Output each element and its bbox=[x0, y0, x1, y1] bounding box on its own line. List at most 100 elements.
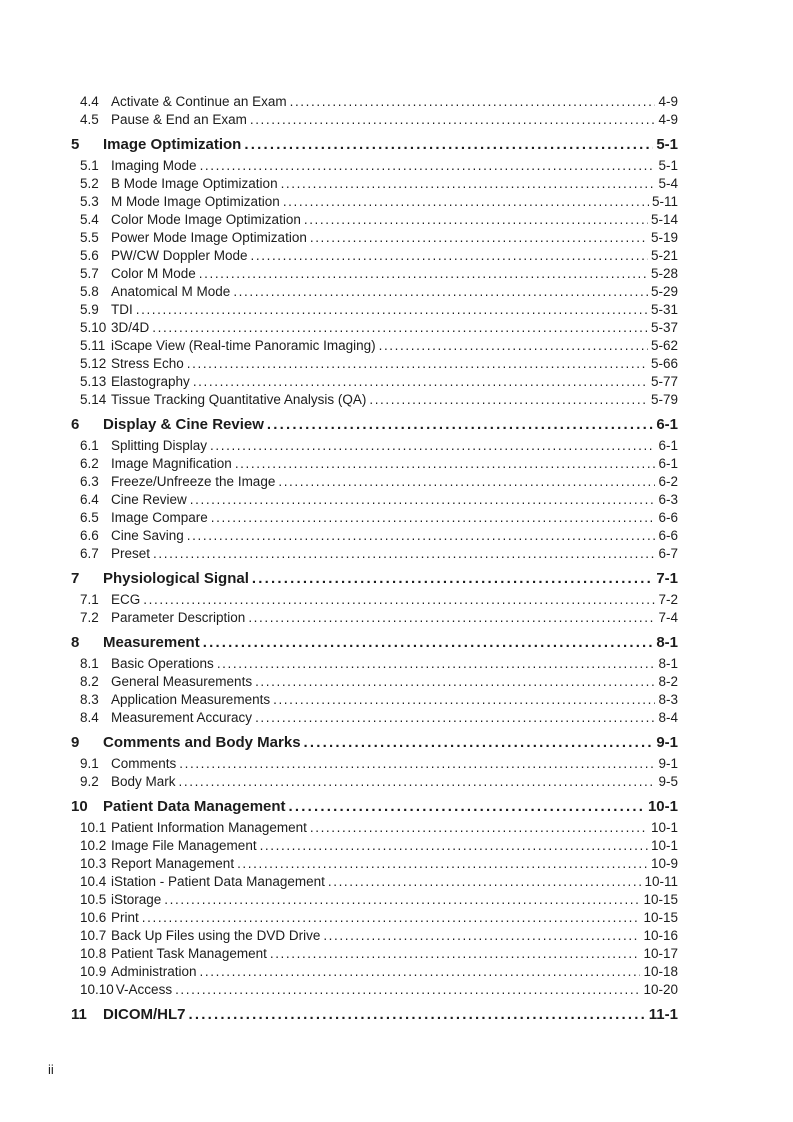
toc-sub-entry: 5.10 3D/4D 5-37 bbox=[71, 319, 678, 337]
toc-sub-entry: 5.6 PW/CW Doppler Mode 5-21 bbox=[71, 247, 678, 265]
entry-leader-dots bbox=[152, 319, 648, 337]
entry-title: iStation - Patient Data Management bbox=[111, 874, 325, 889]
toc-sub-entry: 6.5 Image Compare 6-6 bbox=[71, 509, 678, 527]
entry-title: Measurement Accuracy bbox=[111, 710, 253, 725]
toc-chapter-entry: 6 Display & Cine Review 6-1 bbox=[71, 415, 678, 435]
entry-leader-dots bbox=[255, 709, 655, 727]
entry-leader-dots bbox=[153, 545, 655, 563]
entry-page-number: 5-11 bbox=[651, 194, 678, 209]
entry-number: 7.1 bbox=[80, 592, 99, 607]
entry-leader-dots bbox=[255, 673, 655, 691]
entry-title: Image Compare bbox=[111, 510, 208, 525]
entry-number: 10.8 bbox=[80, 946, 107, 961]
entry-number: 6.6 bbox=[80, 528, 99, 543]
toc-sub-entry: 5.1 Imaging Mode 5-1 bbox=[71, 157, 678, 175]
entry-number: 10.6 bbox=[80, 910, 107, 925]
entry-title: Activate & Continue an Exam bbox=[111, 94, 287, 109]
toc-sub-entry: 8.1 Basic Operations 8-1 bbox=[71, 655, 678, 673]
entry-leader-dots bbox=[164, 891, 640, 909]
entry-page-number: 6-7 bbox=[658, 546, 678, 561]
entry-leader-dots bbox=[235, 455, 656, 473]
entry-title: Preset bbox=[111, 546, 151, 561]
entry-title: 3D/4D bbox=[111, 320, 150, 335]
entry-number: 5.12 bbox=[80, 356, 107, 371]
entry-title: DICOM/HL7 bbox=[103, 1006, 186, 1023]
entry-number: 4.5 bbox=[80, 112, 99, 127]
entry-page-number: 7-4 bbox=[658, 610, 678, 625]
toc-sub-entry: 10.3 Report Management 10-9 bbox=[71, 855, 678, 873]
toc-sub-entry: 7.1 ECG 7-2 bbox=[71, 591, 678, 609]
entry-number: 10.10 bbox=[80, 982, 114, 997]
entry-title: Anatomical M Mode bbox=[111, 284, 231, 299]
entry-page-number: 8-1 bbox=[656, 634, 678, 651]
entry-leader-dots bbox=[270, 945, 641, 963]
entry-number: 8 bbox=[71, 634, 80, 651]
entry-number: 8.4 bbox=[80, 710, 99, 725]
entry-number: 5.1 bbox=[80, 158, 99, 173]
entry-number: 5.5 bbox=[80, 230, 99, 245]
entry-number: 9.2 bbox=[80, 774, 99, 789]
entry-title: Application Measurements bbox=[111, 692, 271, 707]
entry-title: Display & Cine Review bbox=[103, 416, 264, 433]
entry-page-number: 4-9 bbox=[658, 112, 678, 127]
entry-leader-dots bbox=[237, 855, 648, 873]
entry-title: Measurement bbox=[103, 634, 200, 651]
entry-page-number: 4-9 bbox=[658, 94, 678, 109]
toc-sub-entry: 8.4 Measurement Accuracy 8-4 bbox=[71, 709, 678, 727]
entry-title: PW/CW Doppler Mode bbox=[111, 248, 248, 263]
toc-sub-entry: 6.7 Preset 6-7 bbox=[71, 545, 678, 563]
entry-page-number: 10-1 bbox=[650, 820, 678, 835]
entry-page-number: 8-2 bbox=[658, 674, 678, 689]
entry-number: 10.9 bbox=[80, 964, 107, 979]
entry-page-number: 6-1 bbox=[656, 416, 678, 433]
toc-chapter-entry: 11 DICOM/HL7 11-1 bbox=[71, 1005, 678, 1025]
entry-number: 8.2 bbox=[80, 674, 99, 689]
entry-leader-dots bbox=[199, 265, 648, 283]
entry-page-number: 11-1 bbox=[648, 1006, 678, 1023]
entry-page-number: 5-28 bbox=[650, 266, 678, 281]
toc-chapter-entry: 8 Measurement 8-1 bbox=[71, 633, 678, 653]
toc-sub-entry: 7.2 Parameter Description 7-4 bbox=[71, 609, 678, 627]
entry-number: 6 bbox=[71, 416, 80, 433]
entry-number: 4.4 bbox=[80, 94, 99, 109]
entry-page-number: 9-1 bbox=[656, 734, 678, 751]
toc-sub-entry: 10.9 Administration 10-18 bbox=[71, 963, 678, 981]
toc-sub-entry: 10.8 Patient Task Management 10-17 bbox=[71, 945, 678, 963]
entry-number: 5.3 bbox=[80, 194, 99, 209]
entry-leader-dots bbox=[328, 873, 642, 891]
entry-page-number: 5-77 bbox=[650, 374, 678, 389]
toc-chapter-entry: 9 Comments and Body Marks 9-1 bbox=[71, 733, 678, 753]
entry-page-number: 6-2 bbox=[658, 474, 678, 489]
entry-leader-dots bbox=[233, 283, 648, 301]
entry-leader-dots bbox=[250, 111, 656, 129]
entry-title: Pause & End an Exam bbox=[111, 112, 247, 127]
entry-leader-dots bbox=[248, 609, 655, 627]
entry-number: 6.7 bbox=[80, 546, 99, 561]
entry-title: Patient Data Management bbox=[103, 798, 286, 815]
entry-title: Comments and Body Marks bbox=[103, 734, 301, 751]
entry-page-number: 5-37 bbox=[650, 320, 678, 335]
entry-title: iScape View (Real-time Panoramic Imaging… bbox=[111, 338, 376, 353]
entry-leader-dots bbox=[283, 193, 649, 211]
toc-sub-entry: 5.8 Anatomical M Mode 5-29 bbox=[71, 283, 678, 301]
entry-title: Image File Management bbox=[111, 838, 257, 853]
toc-sub-entry: 9.2 Body Mark 9-5 bbox=[71, 773, 678, 791]
toc-sub-entry: 10.10V-Access 10-20 bbox=[71, 981, 678, 999]
entry-leader-dots bbox=[289, 797, 645, 817]
entry-title: Body Mark bbox=[111, 774, 176, 789]
entry-page-number: 5-4 bbox=[658, 176, 678, 191]
toc-sub-entry: 6.6 Cine Saving 6-6 bbox=[71, 527, 678, 545]
toc-sub-entry: 4.5 Pause & End an Exam 4-9 bbox=[71, 111, 678, 129]
entry-title: B Mode Image Optimization bbox=[111, 176, 278, 191]
entry-number: 6.4 bbox=[80, 492, 99, 507]
entry-title: Elastography bbox=[111, 374, 190, 389]
toc-list: 4.4 Activate & Continue an Exam 4-9 4.5 Paus… bbox=[71, 93, 678, 1027]
entry-title: Freeze/Unfreeze the Image bbox=[111, 474, 276, 489]
entry-leader-dots bbox=[281, 175, 656, 193]
entry-leader-dots bbox=[273, 691, 655, 709]
entry-number: 6.1 bbox=[80, 438, 99, 453]
entry-leader-dots bbox=[310, 229, 648, 247]
entry-leader-dots bbox=[210, 437, 655, 455]
page-footer-number: ii bbox=[48, 1062, 54, 1077]
entry-number: 5 bbox=[71, 136, 80, 153]
